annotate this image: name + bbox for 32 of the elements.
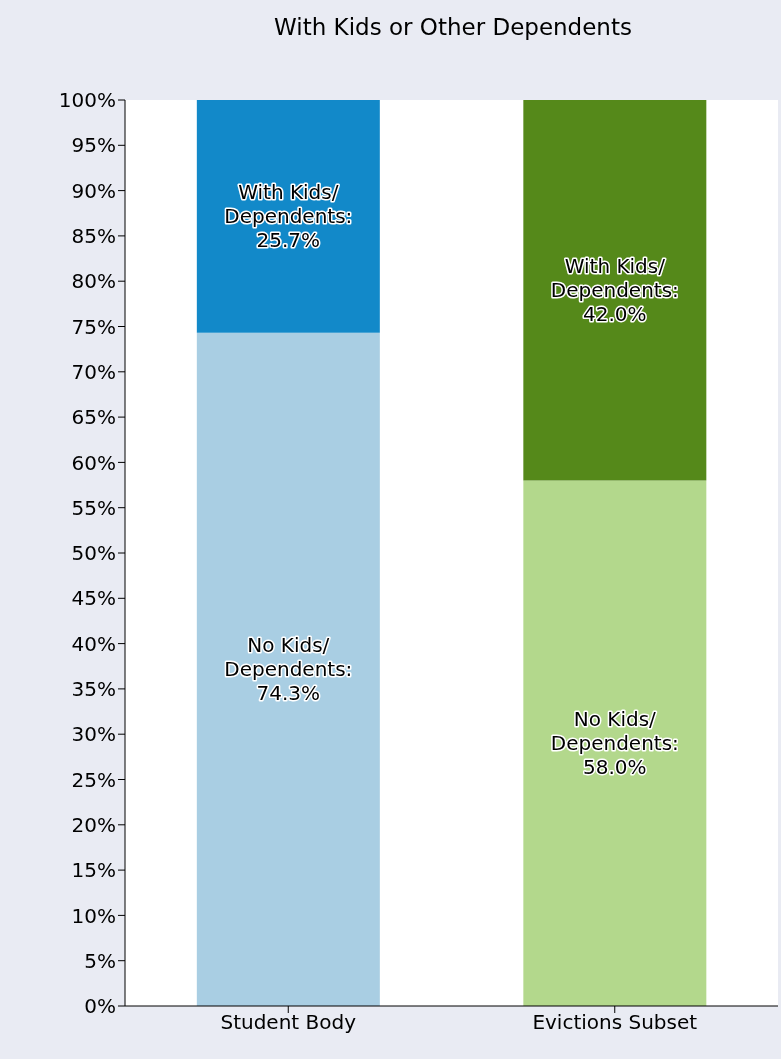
chart-title: With Kids or Other Dependents [273, 14, 633, 40]
y-tick-label: 95% [71, 133, 116, 158]
y-tick-label: 5% [84, 948, 116, 973]
data-label: With Kids/ Dependents: 42.0% [550, 254, 679, 327]
y-tick-label: 65% [71, 405, 116, 430]
y-tick-label: 75% [71, 314, 116, 339]
y-tick-label: 20% [71, 812, 116, 837]
data-label: No Kids/ Dependents: 58.0% [550, 707, 679, 780]
x-tick-label: Evictions Subset [532, 1010, 698, 1035]
x-tick-label: Student Body [220, 1010, 357, 1035]
y-tick-label: 35% [71, 677, 116, 701]
bar [523, 100, 707, 481]
y-tick-label: 45% [71, 586, 116, 611]
y-tick-label: 85% [71, 224, 116, 248]
bar [196, 332, 380, 1006]
y-tick-label: 30% [71, 722, 116, 747]
bar [523, 480, 707, 1006]
y-tick-label: 40% [71, 631, 116, 656]
y-tick-label: 15% [71, 858, 116, 883]
y-tick-label: 70% [71, 359, 116, 384]
y-tick-label: 10% [71, 903, 116, 928]
y-tick-label: 50% [71, 541, 116, 566]
y-tick-label: 55% [71, 495, 116, 520]
y-tick-label: 100% [58, 88, 116, 113]
y-tick-label: 0% [84, 994, 116, 1019]
y-tick-label: 60% [71, 450, 116, 475]
data-label: With Kids/ Dependents: 25.7% [224, 180, 353, 253]
y-tick-label: 90% [71, 178, 116, 203]
y-tick-label: 80% [71, 269, 116, 294]
y-tick-label: 25% [71, 767, 116, 792]
data-label: No Kids/ Dependents: 74.3% [224, 633, 353, 706]
bar [196, 100, 380, 333]
